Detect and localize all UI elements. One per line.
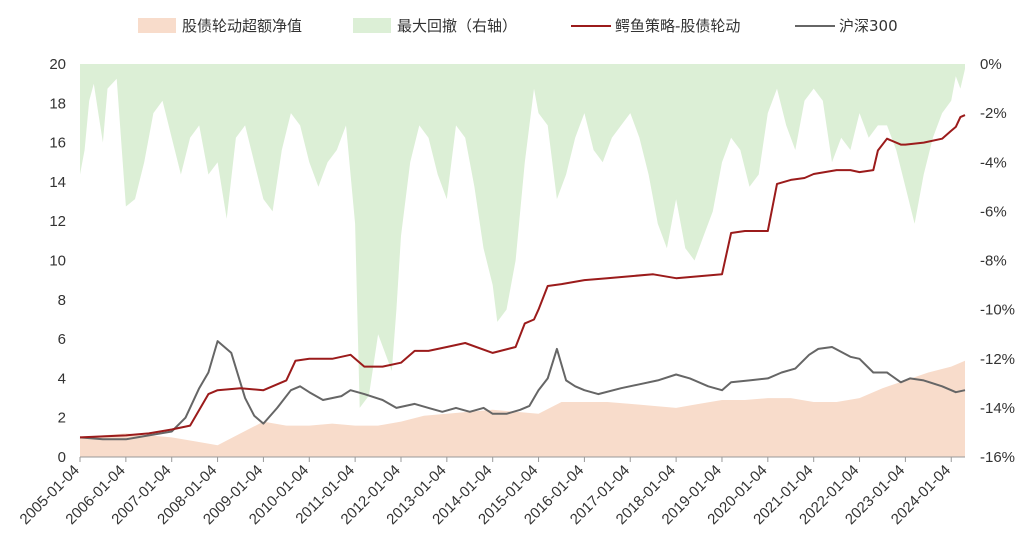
right-axis-tick-label: -16% [980, 449, 1015, 466]
max-drawdown-area [80, 64, 965, 408]
crocodile-strategy-line [79, 114, 966, 439]
left-axis-tick-label: 8 [58, 292, 66, 309]
left-axis-tick-label: 2 [58, 410, 66, 427]
legend-swatch [353, 18, 391, 33]
legend-label: 鳄鱼策略-股债轮动 [615, 17, 740, 35]
legend: 股债轮动超额净值 最大回撤（右轴） 鳄鱼策略-股债轮动 沪深300 [138, 17, 898, 35]
right-axis-tick-label: -4% [980, 154, 1007, 171]
left-axis-tick-label: 10 [49, 253, 66, 270]
left-axis-tick-label: 12 [49, 213, 66, 230]
right-axis-tick-label: -2% [980, 105, 1007, 122]
left-axis-tick-label: 0 [58, 449, 66, 466]
left-axis-tick-label: 6 [58, 331, 66, 348]
right-axis-tick-label: -14% [980, 400, 1015, 417]
right-axis-tick-label: -12% [980, 351, 1015, 368]
left-axis-tick-label: 4 [58, 370, 66, 387]
legend-label: 最大回撤（右轴） [397, 17, 517, 35]
drawdown-area-layer [80, 64, 965, 408]
right-axis-tick-label: -6% [980, 203, 1007, 220]
right-axis-tick-label: 0% [980, 56, 1002, 73]
right-axis-tick-label: -8% [980, 253, 1007, 270]
legend-swatch [138, 18, 176, 33]
right-axis-tick-label: -10% [980, 302, 1015, 319]
line-series-layer [79, 114, 966, 441]
left-axis-tick-label: 14 [49, 174, 66, 191]
legend-item-csi300: 沪深300 [795, 17, 898, 35]
legend-item-excess-nav: 股债轮动超额净值 [138, 17, 302, 35]
csi300-line [79, 340, 966, 441]
excess-nav-area [80, 360, 965, 457]
legend-label: 股债轮动超额净值 [182, 17, 302, 35]
legend-item-crocodile-strategy: 鳄鱼策略-股债轮动 [571, 17, 740, 35]
left-axis-tick-label: 20 [49, 56, 66, 73]
excess-area-layer [80, 360, 965, 457]
left-axis-tick-label: 18 [49, 95, 66, 112]
legend-label: 沪深300 [839, 17, 898, 35]
legend-item-max-drawdown: 最大回撤（右轴） [353, 17, 517, 35]
left-axis-tick-label: 16 [49, 135, 66, 152]
